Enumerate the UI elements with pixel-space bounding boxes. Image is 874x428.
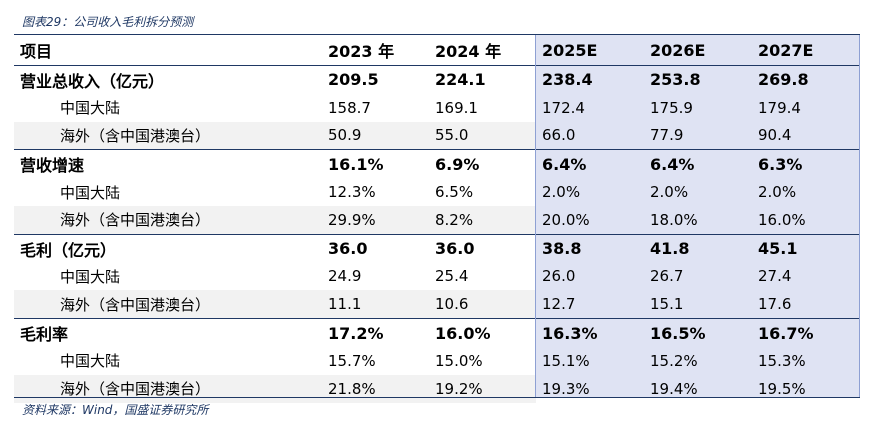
cell-value: 29.9% (322, 205, 429, 235)
table-row: 海外（含中国港澳台） 50.9 55.0 66.0 77.9 90.4 (14, 121, 860, 150)
cell-value: 16.7% (752, 318, 860, 347)
source-note: 资料来源：Wind，国盛证券研究所 (22, 403, 209, 417)
cell-value: 16.0% (758, 210, 806, 229)
figure-title: 图表29：公司收入毛利拆分预测 (22, 15, 194, 29)
cell-value: 12.7 (542, 295, 576, 314)
cell-value: 19.4% (650, 379, 698, 398)
header-2023: 2023 年 (322, 35, 429, 66)
cell-value: 6.3% (752, 149, 860, 179)
cell-value: 169.1 (435, 98, 478, 117)
cell-value: 15.0% (435, 351, 483, 370)
cell-value: 24.9 (328, 267, 362, 286)
cell-value: 269.8 (758, 70, 809, 90)
cell-value: 172.4 (542, 98, 585, 117)
cell-value: 158.7 (328, 98, 371, 117)
cell-value: 12.3% (328, 183, 376, 202)
cell-value: 209.5 (328, 70, 379, 90)
cell-value: 16.0% (429, 318, 536, 347)
forecast-border (535, 35, 860, 397)
cell-value: 16.1% (322, 149, 429, 179)
row-label: 营收增速 (14, 149, 322, 179)
cell-value: 19.5% (758, 379, 806, 398)
cell-value: 15.1% (542, 351, 590, 370)
cell-value: 41.8 (644, 233, 752, 263)
cell-value: 17.2% (322, 318, 429, 347)
cell-value: 50.9 (322, 121, 429, 150)
top-rule (14, 34, 860, 35)
cell-value: 253.8 (650, 70, 701, 90)
cell-value: 77.9 (650, 126, 684, 145)
table-row: 毛利（亿元） 36.0 36.0 38.8 41.8 45.1 (14, 233, 860, 263)
cell-value: 8.2% (429, 205, 536, 235)
table-row: 中国大陆 24.9 25.4 26.0 26.7 27.4 (14, 263, 860, 291)
table-header: 项目 2023 年 2024 年 2025E 2026E 2027E (14, 35, 860, 66)
cell-value: 26.7 (650, 267, 684, 286)
cell-value: 6.4% (644, 149, 752, 179)
header-2026e: 2026E (644, 35, 752, 66)
cell-value: 224.1 (435, 70, 486, 90)
cell-value: 38.8 (536, 233, 644, 263)
bottom-rule (14, 397, 860, 398)
cell-value: 6.5% (435, 183, 474, 202)
table-row: 海外（含中国港澳台） 21.8% 19.2% 19.3% 19.4% 19.5% (14, 374, 860, 403)
table-row: 中国大陆 12.3% 6.5% 2.0% 2.0% 2.0% (14, 178, 860, 206)
cell-value: 2.0% (758, 183, 797, 202)
cell-value: 27.4 (758, 267, 792, 286)
row-label: 海外（含中国港澳台） (14, 290, 322, 319)
cell-value: 55.0 (429, 121, 536, 150)
cell-value: 2.0% (542, 183, 581, 202)
row-label: 毛利（亿元） (14, 233, 322, 263)
row-label: 海外（含中国港澳台） (14, 374, 322, 403)
cell-value: 19.2% (429, 374, 536, 403)
table-row: 营业总收入（亿元） 209.5 224.1 238.4 253.8 269.8 (14, 66, 860, 94)
cell-value: 10.6 (429, 290, 536, 319)
cell-value: 175.9 (650, 98, 693, 117)
header-item: 项目 (14, 35, 322, 66)
cell-value: 11.1 (322, 290, 429, 319)
table-row: 毛利率 17.2% 16.0% 16.3% 16.5% 16.7% (14, 318, 860, 347)
cell-value: 19.3% (542, 379, 590, 398)
cell-value: 15.7% (328, 351, 376, 370)
row-label: 中国大陆 (60, 183, 121, 202)
table-row: 中国大陆 15.7% 15.0% 15.1% 15.2% 15.3% (14, 347, 860, 375)
cell-value: 36.0 (322, 233, 429, 263)
cell-value: 15.3% (758, 351, 806, 370)
cell-value: 17.6 (758, 295, 792, 314)
cell-value: 66.0 (542, 126, 576, 145)
header-2027e: 2027E (752, 35, 860, 66)
table-row: 海外（含中国港澳台） 29.9% 8.2% 20.0% 18.0% 16.0% (14, 205, 860, 235)
row-label: 海外（含中国港澳台） (14, 205, 322, 235)
cell-value: 45.1 (752, 233, 860, 263)
cell-value: 25.4 (435, 267, 469, 286)
row-label: 毛利率 (14, 318, 322, 347)
revenue-gross-profit-table: 项目 2023 年 2024 年 2025E 2026E 2027E 营业总收入… (14, 35, 860, 403)
cell-value: 36.0 (429, 233, 536, 263)
cell-value: 20.0% (542, 210, 590, 229)
cell-value: 15.2% (650, 351, 698, 370)
row-label: 营业总收入（亿元） (20, 71, 165, 91)
cell-value: 6.4% (536, 149, 644, 179)
cell-value: 16.3% (536, 318, 644, 347)
cell-value: 238.4 (542, 70, 593, 90)
cell-value: 21.8% (322, 374, 429, 403)
cell-value: 18.0% (650, 210, 698, 229)
header-2025e: 2025E (536, 35, 644, 66)
row-label: 海外（含中国港澳台） (14, 121, 322, 150)
cell-value: 16.5% (644, 318, 752, 347)
cell-value: 90.4 (758, 126, 792, 145)
cell-value: 179.4 (758, 98, 801, 117)
table-row: 中国大陆 158.7 169.1 172.4 175.9 179.4 (14, 94, 860, 122)
cell-value: 2.0% (650, 183, 689, 202)
row-label: 中国大陆 (60, 267, 121, 286)
cell-value: 15.1 (650, 295, 684, 314)
header-2024: 2024 年 (429, 35, 536, 66)
row-label: 中国大陆 (60, 352, 121, 371)
table-row: 海外（含中国港澳台） 11.1 10.6 12.7 15.1 17.6 (14, 290, 860, 319)
cell-value: 26.0 (542, 267, 576, 286)
table-row: 营收增速 16.1% 6.9% 6.4% 6.4% 6.3% (14, 149, 860, 179)
row-label: 中国大陆 (60, 99, 121, 118)
cell-value: 6.9% (429, 149, 536, 179)
